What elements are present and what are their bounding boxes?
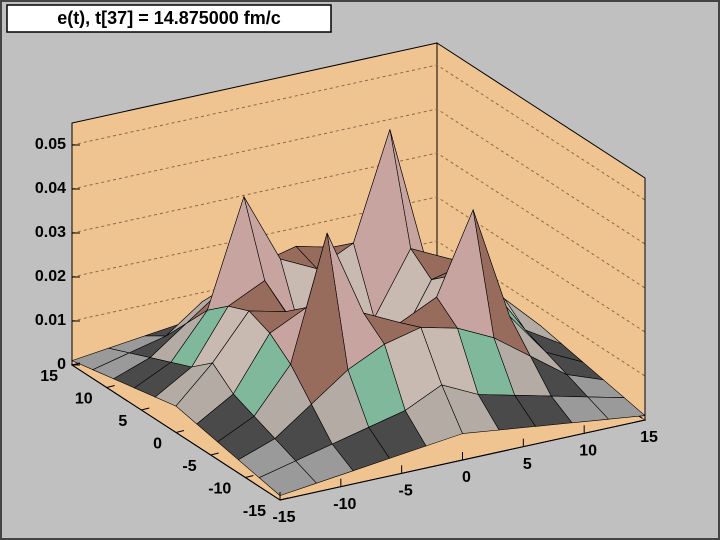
surface-cell: [258, 460, 318, 496]
y-tick-label: -5: [182, 458, 196, 475]
surface: [71, 129, 646, 496]
y-tick-label: 10: [75, 391, 93, 408]
x-tick-label: -5: [399, 483, 413, 500]
y-tick: [141, 407, 150, 411]
y-tick-label: 5: [118, 413, 127, 430]
y-tick: [71, 362, 81, 366]
x-tick-label: 5: [523, 456, 532, 473]
grid-line: [71, 64, 646, 201]
z-tick-label: 0.03: [35, 224, 66, 241]
z-tick-label: 0: [57, 356, 66, 373]
x-tick-label: 0: [462, 469, 471, 486]
z-tick-label: 0.05: [35, 136, 66, 153]
grid-line: [71, 108, 646, 245]
y-tick: [245, 475, 254, 478]
title-box: [6, 4, 332, 33]
y-tick: [106, 385, 115, 388]
y-tick-label: -15: [243, 503, 266, 520]
z-tick-label: 0.02: [35, 268, 66, 285]
y-tick: [279, 497, 289, 501]
x-tick-label: -15: [272, 509, 295, 526]
x-tick-label: -10: [333, 496, 356, 513]
z-tick-label: 0.04: [35, 180, 66, 197]
y-tick: [210, 452, 219, 456]
y-tick-label: 15: [40, 368, 58, 385]
z-tick-label: 0.01: [35, 312, 66, 329]
y-tick: [175, 430, 185, 433]
grid-line: [71, 196, 646, 333]
x-tick-label: 15: [640, 429, 658, 446]
x-tick-label: 10: [579, 443, 597, 460]
y-tick-label: -10: [208, 481, 231, 498]
grid-line: [71, 240, 646, 377]
grid-line: [71, 152, 646, 289]
chart-title: e(t), t[37] = 14.875000 fm/c: [57, 8, 281, 28]
y-tick-label: 0: [153, 436, 162, 453]
axis-labels: 0 0.01 0.02 0.03 0.04 0.05 -15 -10 -5 0 5 10 15 -15 -1…: [35, 123, 658, 526]
